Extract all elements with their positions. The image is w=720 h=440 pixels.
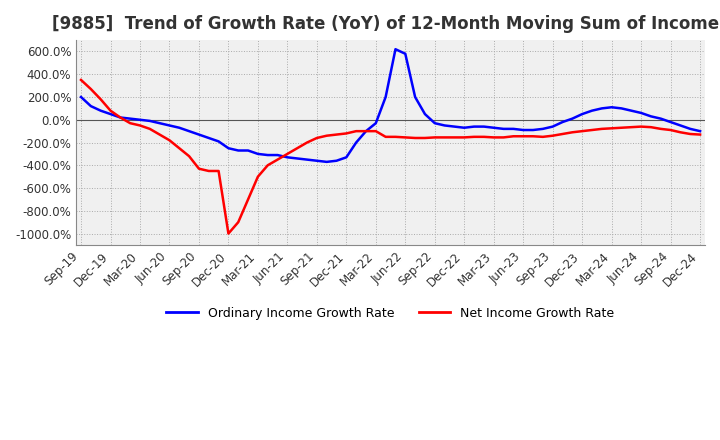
Ordinary Income Growth Rate <box>441 123 449 128</box>
Ordinary Income Growth Rate <box>342 155 351 160</box>
Net Income Growth Rate <box>224 231 233 236</box>
Net Income Growth Rate <box>480 134 488 139</box>
Net Income Growth Rate <box>77 77 86 83</box>
Net Income Growth Rate <box>391 134 400 139</box>
Ordinary Income Growth Rate <box>156 121 164 126</box>
Net Income Growth Rate <box>156 132 164 137</box>
Line: Net Income Growth Rate: Net Income Growth Rate <box>81 80 700 234</box>
Title: [9885]  Trend of Growth Rate (YoY) of 12-Month Moving Sum of Incomes: [9885] Trend of Growth Rate (YoY) of 12-… <box>52 15 720 33</box>
Net Income Growth Rate <box>431 135 439 140</box>
Ordinary Income Growth Rate <box>696 128 704 134</box>
Ordinary Income Growth Rate <box>499 126 508 132</box>
Ordinary Income Growth Rate <box>77 94 86 99</box>
Ordinary Income Growth Rate <box>323 159 331 165</box>
Net Income Growth Rate <box>490 135 498 140</box>
Ordinary Income Growth Rate <box>401 51 410 56</box>
Net Income Growth Rate <box>342 131 351 136</box>
Ordinary Income Growth Rate <box>391 47 400 52</box>
Ordinary Income Growth Rate <box>490 125 498 130</box>
Net Income Growth Rate <box>696 132 704 137</box>
Legend: Ordinary Income Growth Rate, Net Income Growth Rate: Ordinary Income Growth Rate, Net Income … <box>161 302 620 325</box>
Line: Ordinary Income Growth Rate: Ordinary Income Growth Rate <box>81 49 700 162</box>
